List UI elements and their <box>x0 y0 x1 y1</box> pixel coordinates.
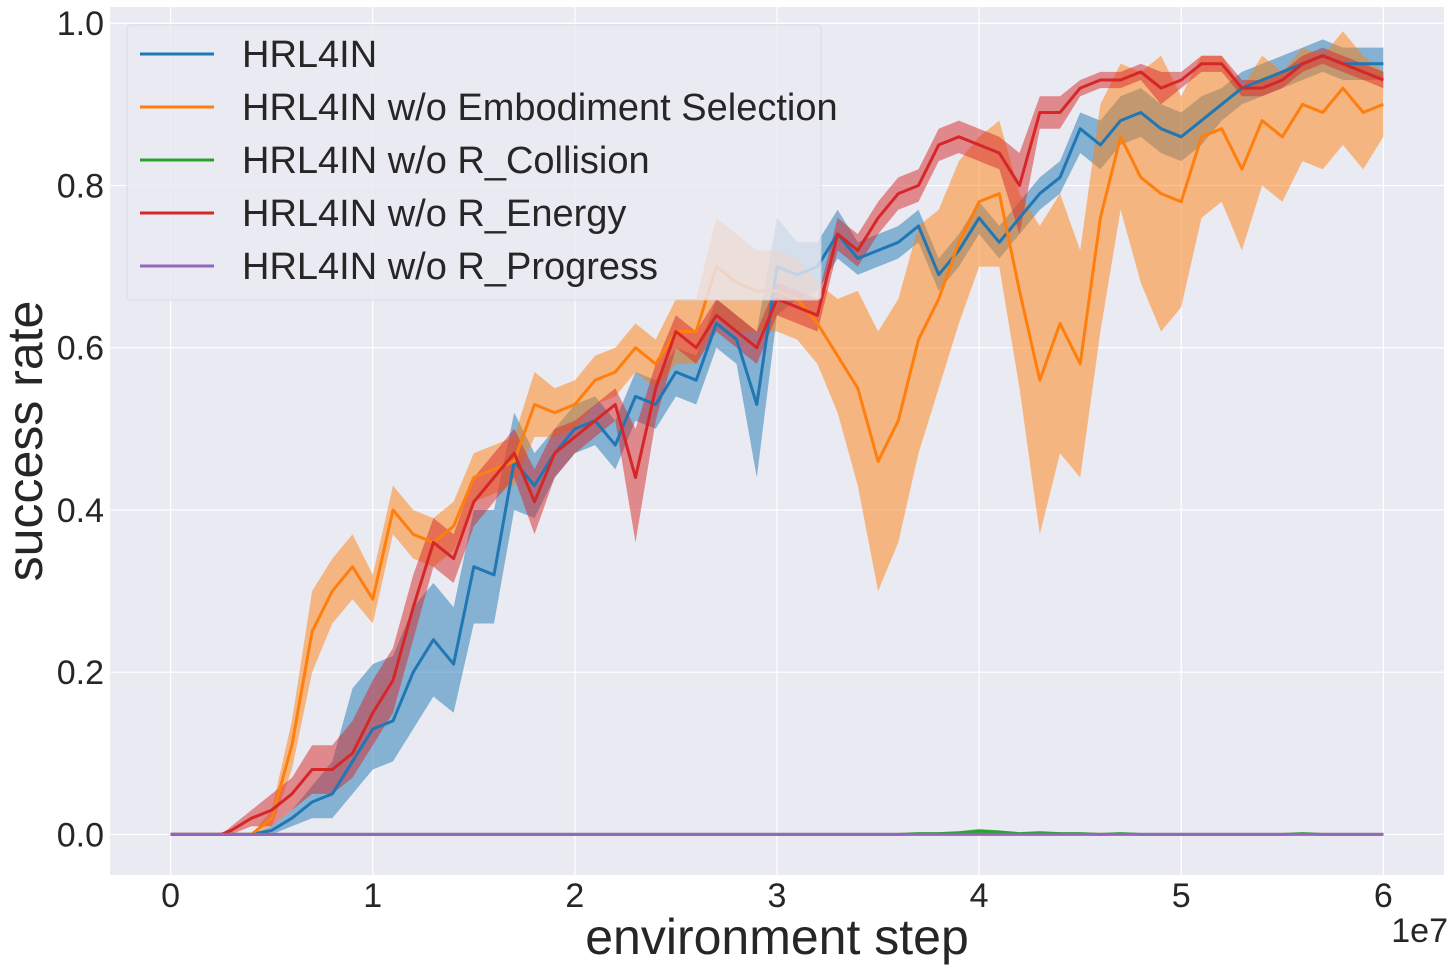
y-tick-label: 0.6 <box>57 330 104 368</box>
x-tick-label: 6 <box>1374 877 1393 915</box>
x-tick-label: 3 <box>768 877 787 915</box>
x-axis-label: environment step <box>585 909 969 965</box>
legend-label-hrl4in-w-o-r-progress: HRL4IN w/o R_Progress <box>242 246 658 288</box>
y-tick-label: 0.4 <box>57 492 104 530</box>
y-tick-label: 0.8 <box>57 167 104 205</box>
y-tick-labels: 0.0 0.2 0.4 0.6 0.8 1.0 <box>57 5 104 854</box>
y-tick-label: 0.2 <box>57 654 104 692</box>
legend-label-hrl4in: HRL4IN <box>242 34 377 76</box>
legend-box <box>126 24 822 301</box>
legend-label-hrl4in-w-o-r-collision: HRL4IN w/o R_Collision <box>242 140 650 182</box>
x-tick-label: 1 <box>363 877 382 915</box>
band-hrl4in-w-o-embodiment-selection <box>170 31 1384 835</box>
x-tick-labels: 0 1 2 3 4 5 6 <box>161 877 1393 915</box>
x-tick-label: 0 <box>161 877 180 915</box>
y-tick-label: 0.0 <box>57 816 104 854</box>
legend-label-hrl4in-w-o-embodiment-selection: HRL4IN w/o Embodiment Selection <box>242 87 838 129</box>
y-axis-label: success rate <box>0 301 53 582</box>
x-tick-label: 5 <box>1172 877 1191 915</box>
y-tick-label: 1.0 <box>57 5 104 43</box>
x-tick-label: 4 <box>970 877 989 915</box>
line-hrl4in-w-o-r-energy <box>170 54 1384 836</box>
x-offset-label: 1e7 <box>1391 912 1448 950</box>
legend-label-hrl4in-w-o-r-energy: HRL4IN w/o R_Energy <box>242 193 626 235</box>
x-tick-label: 2 <box>565 877 584 915</box>
legend: HRL4IN HRL4IN w/o Embodiment Selection HRL… <box>126 24 838 301</box>
